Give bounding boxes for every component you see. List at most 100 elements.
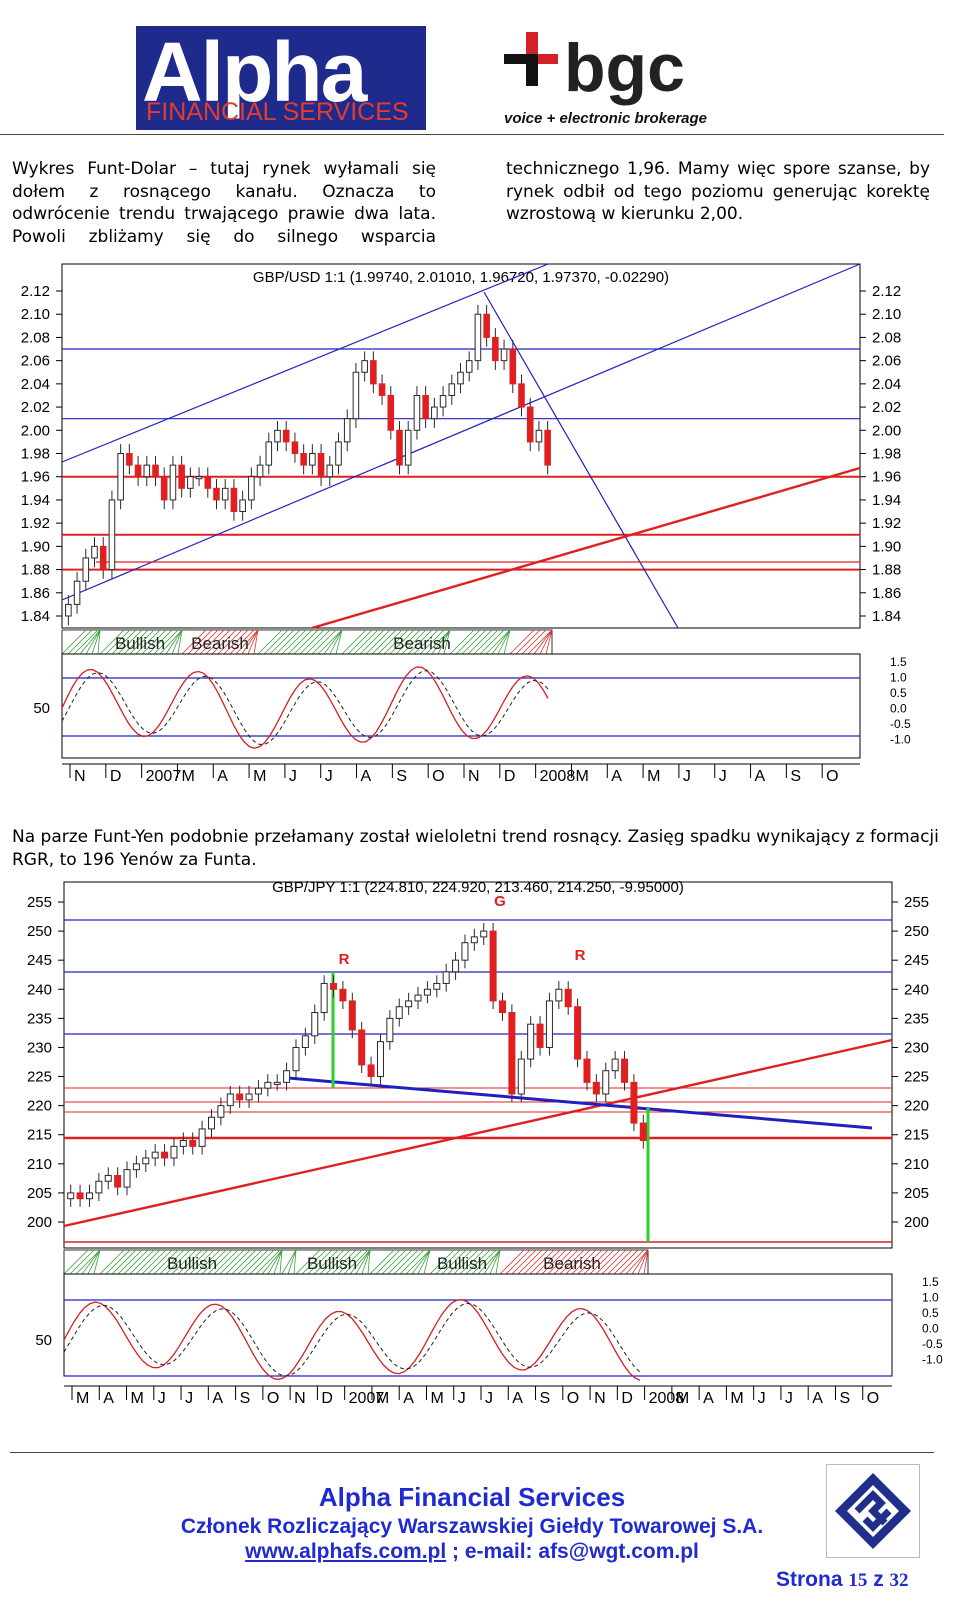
y-tick-label-left: 205	[27, 1185, 52, 1202]
band-hatch	[79, 629, 101, 655]
y-tick-label-right: 2.04	[872, 376, 901, 393]
band-hatch	[81, 1249, 101, 1275]
candle-body	[423, 988, 431, 996]
band-hatch	[275, 629, 301, 655]
band-hatch	[595, 1249, 621, 1275]
candle-body	[396, 429, 403, 466]
band-hatch	[165, 1249, 191, 1275]
x-tick-label: S	[790, 768, 801, 785]
candle-body	[291, 441, 299, 454]
band-hatch	[207, 1249, 233, 1275]
band-hatch	[559, 1249, 585, 1275]
x-tick-label: N	[594, 1390, 606, 1407]
candle-body	[230, 487, 238, 513]
candle-body	[611, 1058, 619, 1072]
y-tick-label-right: 205	[904, 1185, 929, 1202]
x-tick-label: O	[567, 1390, 579, 1407]
candle-body	[143, 464, 151, 478]
candle-body	[85, 1192, 93, 1200]
oscillator-line	[63, 1299, 641, 1381]
x-tick-label: 2007	[146, 768, 182, 785]
band-hatch	[495, 1249, 501, 1275]
osc-right-label: -0.5	[890, 717, 911, 731]
osc-right-label: -1.0	[890, 733, 911, 747]
candle-body	[221, 487, 229, 501]
band-hatch	[393, 1249, 419, 1275]
band-hatch	[331, 1249, 357, 1275]
band-hatch	[295, 1249, 321, 1275]
band-hatch	[235, 629, 259, 655]
sentiment-segment	[295, 1249, 371, 1275]
osc-right-label: 1.0	[922, 1291, 939, 1305]
x-tick-label: M	[647, 768, 660, 785]
website-link[interactable]: www.alphafs.com.pl	[245, 1540, 447, 1563]
candle-body	[492, 336, 499, 362]
y-tick-label-left: 1.84	[21, 608, 50, 625]
band-hatch	[243, 1249, 269, 1275]
y-tick-label-right: 230	[904, 1039, 929, 1056]
band-hatch	[307, 1249, 333, 1275]
band-hatch	[387, 1249, 413, 1275]
band-hatch	[261, 1249, 283, 1275]
y-tick-label-left: 245	[27, 952, 52, 969]
footer-email[interactable]: ; e-mail: afs@wgt.com.pl	[446, 1540, 699, 1563]
y-tick-label-right: 250	[904, 923, 929, 940]
x-tick-label: O	[826, 768, 838, 785]
candle-body	[114, 1174, 122, 1188]
y-tick-label-left: 255	[27, 894, 52, 911]
band-hatch	[413, 629, 439, 655]
x-tick-label: J	[719, 768, 727, 785]
y-tick-label-left: 1.86	[21, 585, 50, 602]
y-tick-label-left: 1.94	[21, 492, 50, 509]
candle-body	[536, 1023, 544, 1048]
band-hatch	[247, 629, 259, 655]
candle-body	[386, 1017, 394, 1043]
candle-body	[335, 441, 342, 466]
candle-body	[300, 453, 307, 466]
candle-body	[104, 1174, 112, 1182]
band-hatch	[471, 1249, 497, 1275]
y-tick-label-right: 1.90	[872, 538, 901, 555]
band-hatch	[517, 1249, 543, 1275]
band-hatch	[467, 629, 493, 655]
band-hatch	[189, 1249, 215, 1275]
candle-body	[198, 1128, 206, 1147]
band-hatch	[159, 629, 183, 655]
chart-title: GBP/USD 1:1 (1.99740, 2.01010, 1.96720, …	[253, 269, 669, 286]
band-hatch	[313, 1249, 339, 1275]
footer-contact: www.alphafs.com.pl ; e-mail: afs@wgt.com…	[0, 1540, 944, 1564]
band-hatch	[535, 1249, 561, 1275]
band-hatch	[437, 629, 451, 655]
y-tick-label-left: 1.98	[21, 446, 50, 463]
candle-body	[95, 1180, 103, 1194]
x-tick-label: J	[458, 1390, 466, 1407]
candle-body	[517, 1058, 525, 1095]
band-hatch	[93, 1249, 101, 1275]
x-tick-label: M	[575, 768, 588, 785]
candle-body	[442, 971, 450, 984]
candle-body	[317, 453, 325, 478]
band-hatch	[455, 629, 481, 655]
x-tick-label: S	[839, 1390, 850, 1407]
candle-body	[422, 394, 429, 420]
x-tick-label: 2008	[540, 768, 576, 785]
y-tick-label-right: 225	[904, 1069, 929, 1086]
band-hatch	[237, 1249, 263, 1275]
candle-body	[348, 1000, 356, 1031]
y-tick-label-left: 2.10	[21, 306, 50, 323]
osc-right-label: 1.5	[890, 655, 907, 669]
candle-body	[508, 1012, 516, 1095]
band-hatch	[325, 1249, 351, 1275]
candle-body	[500, 348, 508, 362]
candle-body	[404, 429, 412, 466]
osc-right-label: -1.0	[922, 1353, 943, 1367]
candle-body	[352, 371, 360, 420]
x-tick-label: A	[361, 768, 372, 785]
candle-body	[414, 994, 422, 1002]
candle-body	[283, 1070, 291, 1083]
band-hatch	[69, 1249, 95, 1275]
band-hatch	[337, 1249, 363, 1275]
band-hatch	[255, 1249, 281, 1275]
candle-body	[526, 406, 534, 443]
x-tick-label: J	[289, 768, 297, 785]
